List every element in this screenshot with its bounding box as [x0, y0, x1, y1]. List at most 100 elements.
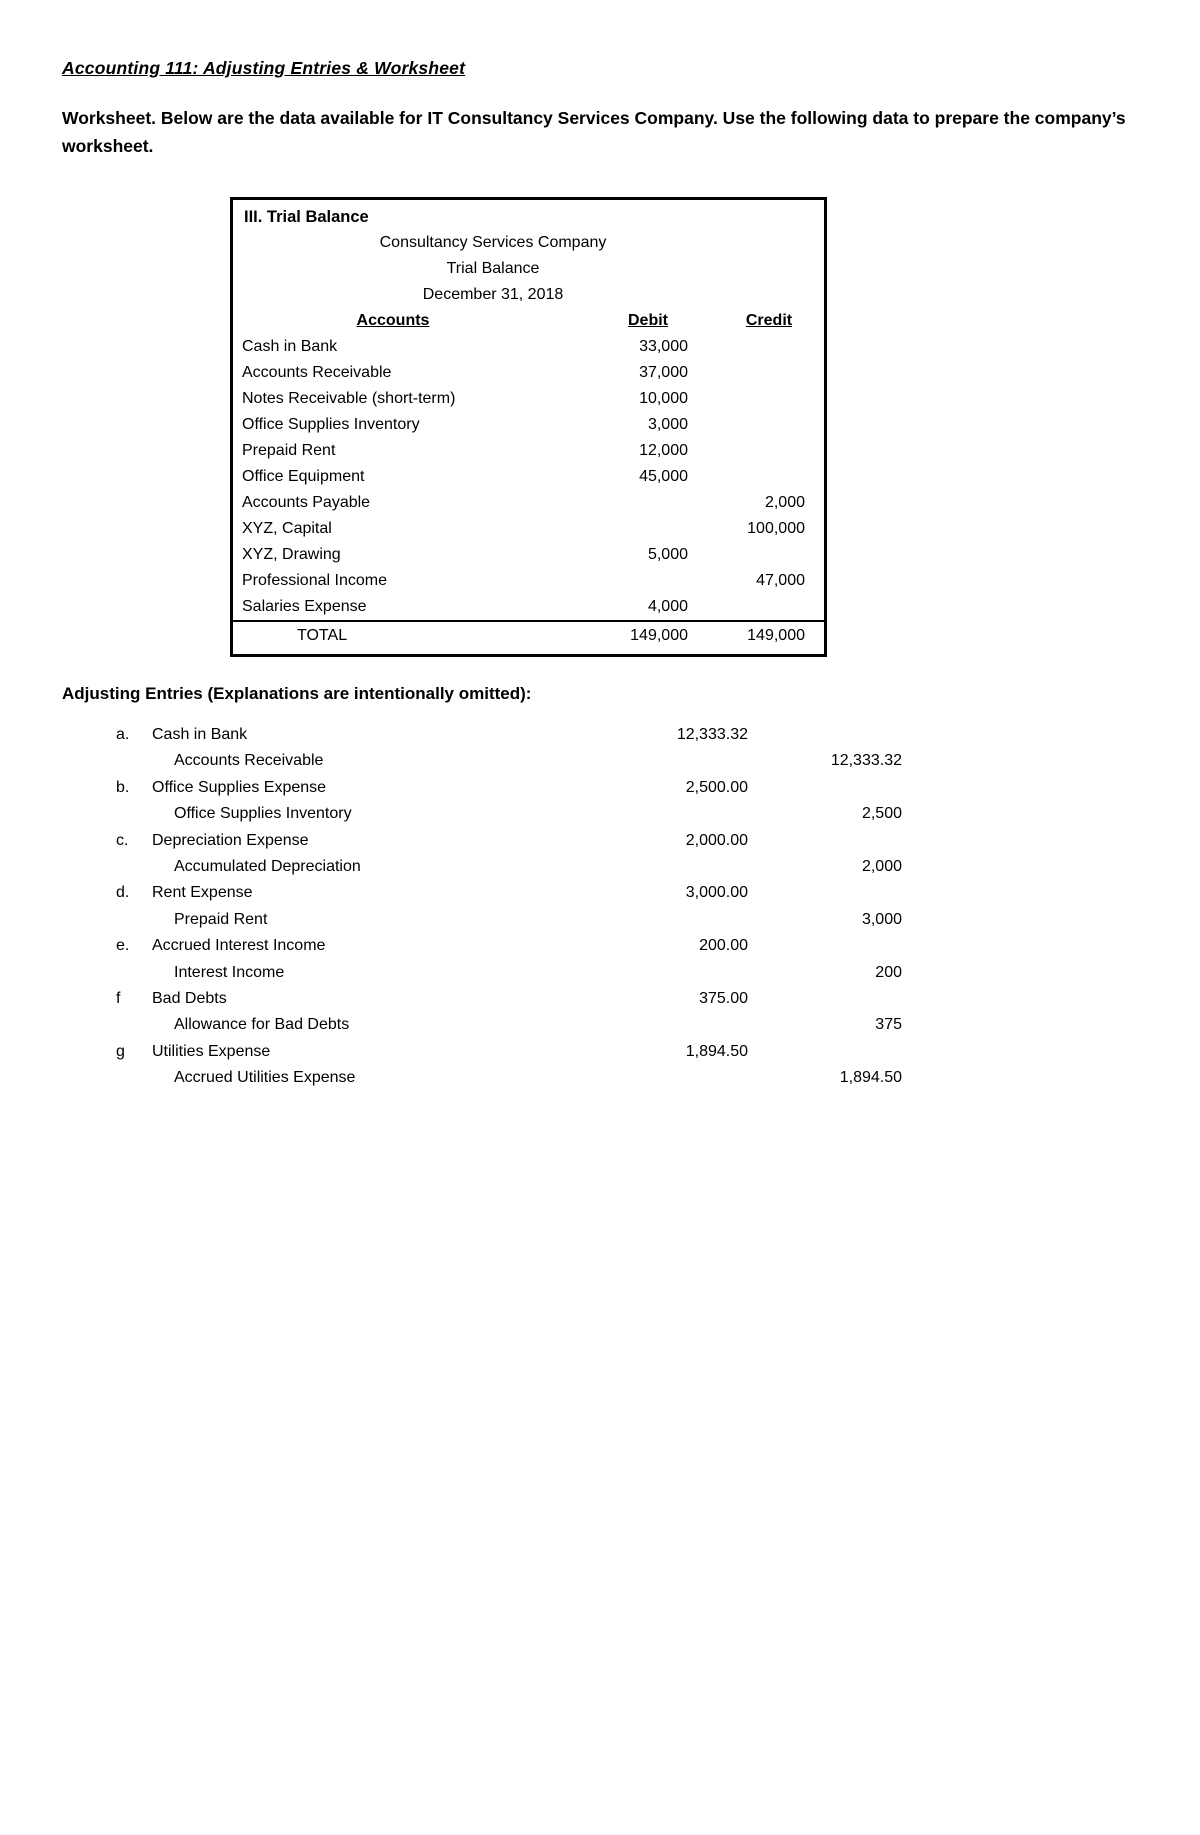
accounts-column-header: Accounts [356, 312, 430, 329]
account-name: Office Equipment [242, 468, 365, 485]
journal-entry-debit-line: a. Cash in Bank 12,333.32 [0, 722, 902, 748]
credit-amount [688, 542, 805, 568]
credit-account-name: Allowance for Bad Debts [174, 1016, 350, 1034]
credit-account-name: Prepaid Rent [174, 910, 268, 928]
credit-amount [688, 334, 805, 360]
credit-amount: 375 [875, 1016, 902, 1034]
debit-amount: 45,000 [639, 468, 688, 485]
debit-amount: 12,000 [639, 442, 688, 459]
credit-column-header: Credit [745, 312, 793, 329]
credit-amount: 1,894.50 [839, 1069, 902, 1087]
account-name: Prepaid Rent [242, 442, 336, 459]
credit-amount: 12,333.32 [830, 752, 902, 770]
debit-account-name: Accrued Interest Income [152, 937, 326, 955]
table-row: Accounts Receivable 37,000 [233, 360, 824, 386]
debit-account-name: Bad Debts [152, 989, 227, 1007]
credit-account-name: Interest Income [174, 963, 285, 981]
journal-entry-credit-line: Office Supplies Inventory 2,500 [0, 801, 902, 827]
credit-account-name: Accrued Utilities Expense [174, 1069, 356, 1087]
credit-amount [688, 386, 805, 412]
debit-amount: 33,000 [639, 338, 688, 355]
entry-letter: d. [116, 884, 130, 902]
table-row: XYZ, Drawing 5,000 [233, 542, 824, 568]
trial-balance-table: III. Trial Balance Consultancy Services … [230, 197, 827, 657]
journal-entry-debit-line: f Bad Debts 375.00 [0, 986, 902, 1012]
account-name: XYZ, Drawing [242, 546, 341, 563]
account-name: Accounts Payable [242, 494, 371, 511]
entry-letter: g [116, 1042, 125, 1060]
debit-amount: 200.00 [699, 937, 748, 955]
report-date: December 31, 2018 [422, 286, 564, 303]
credit-amount [688, 412, 805, 438]
table-row: Office Equipment 45,000 [233, 464, 824, 490]
total-row: TOTAL 149,000 149,000 [233, 620, 824, 650]
account-name: Office Supplies Inventory [242, 416, 420, 433]
debit-account-name: Depreciation Expense [152, 831, 309, 849]
account-name: Cash in Bank [242, 338, 338, 355]
journal-entry-debit-line: g Utilities Expense 1,894.50 [0, 1039, 902, 1065]
debit-amount: 2,500.00 [685, 778, 748, 796]
debit-amount: 375.00 [699, 989, 748, 1007]
debit-account-name: Office Supplies Expense [152, 778, 327, 796]
account-name: Salaries Expense [242, 598, 367, 615]
table-row: Notes Receivable (short-term) 10,000 [233, 386, 824, 412]
adjusting-entries-heading: Adjusting Entries (Explanations are inte… [62, 684, 532, 703]
table-row: Prepaid Rent 12,000 [233, 438, 824, 464]
credit-amount [688, 594, 805, 620]
credit-amount: 2,500 [861, 805, 902, 823]
debit-amount [568, 568, 688, 594]
credit-amount: 200 [875, 963, 902, 981]
adjusting-entries-list: a. Cash in Bank 12,333.32 Accounts Receivab… [0, 722, 902, 1091]
company-name: Consultancy Services Company [379, 234, 607, 251]
journal-entry-credit-line: Prepaid Rent 3,000 [0, 907, 902, 933]
debit-amount [568, 490, 688, 516]
total-label: TOTAL [297, 627, 348, 644]
intro-paragraph: Worksheet. Below are the data available … [62, 108, 1126, 156]
entry-letter: a. [116, 726, 130, 743]
credit-amount [688, 360, 805, 386]
table-row: Salaries Expense 4,000 [233, 594, 824, 620]
trial-balance-rows: Cash in Bank 33,000 Accounts Receivable 37,… [233, 334, 824, 620]
account-name: Professional Income [242, 572, 387, 589]
total-debit-amount: 149,000 [630, 627, 688, 644]
journal-entry-credit-line: Accounts Receivable 12,333.32 [0, 748, 902, 774]
journal-entry-credit-line: Accumulated Depreciation 2,000 [0, 854, 902, 880]
debit-amount: 3,000.00 [685, 884, 748, 902]
total-credit-amount: 149,000 [747, 627, 805, 644]
credit-amount: 2,000 [861, 857, 902, 875]
entry-letter: b. [116, 778, 130, 796]
credit-amount [688, 464, 805, 490]
journal-entry-debit-line: c. Depreciation Expense 2,000.00 [0, 828, 902, 854]
debit-amount: 12,333.32 [676, 726, 748, 743]
credit-account-name: Accumulated Depreciation [174, 857, 361, 875]
report-name: Trial Balance [446, 260, 540, 277]
credit-amount: 47,000 [756, 572, 805, 589]
credit-account-name: Office Supplies Inventory [174, 805, 352, 823]
page-title: Accounting 111: Adjusting Entries & Work… [62, 58, 466, 78]
debit-amount [568, 516, 688, 542]
table-row: Accounts Payable 2,000 [233, 490, 824, 516]
table-row: Professional Income 47,000 [233, 568, 824, 594]
journal-entry-credit-line: Interest Income 200 [0, 960, 902, 986]
credit-amount: 2,000 [764, 494, 805, 511]
credit-amount: 100,000 [747, 520, 805, 537]
journal-entry-debit-line: e. Accrued Interest Income 200.00 [0, 933, 902, 959]
credit-account-name: Accounts Receivable [174, 752, 324, 770]
debit-column-header: Debit [628, 312, 668, 329]
debit-amount: 37,000 [639, 364, 688, 381]
debit-account-name: Utilities Expense [152, 1042, 271, 1060]
journal-entry-credit-line: Accrued Utilities Expense 1,894.50 [0, 1065, 902, 1091]
account-name: XYZ, Capital [242, 520, 332, 537]
debit-account-name: Cash in Bank [152, 726, 248, 743]
journal-entry-debit-line: d. Rent Expense 3,000.00 [0, 880, 902, 906]
journal-entry-credit-line: Allowance for Bad Debts 375 [0, 1012, 902, 1038]
entry-letter: e. [116, 937, 130, 955]
debit-account-name: Rent Expense [152, 884, 253, 902]
debit-amount: 10,000 [639, 390, 688, 407]
credit-amount: 3,000 [861, 910, 902, 928]
account-name: Notes Receivable (short-term) [242, 390, 456, 407]
debit-amount: 3,000 [647, 416, 688, 433]
table-row: XYZ, Capital 100,000 [233, 516, 824, 542]
entry-letter: c. [116, 831, 129, 849]
debit-amount: 1,894.50 [685, 1042, 748, 1060]
